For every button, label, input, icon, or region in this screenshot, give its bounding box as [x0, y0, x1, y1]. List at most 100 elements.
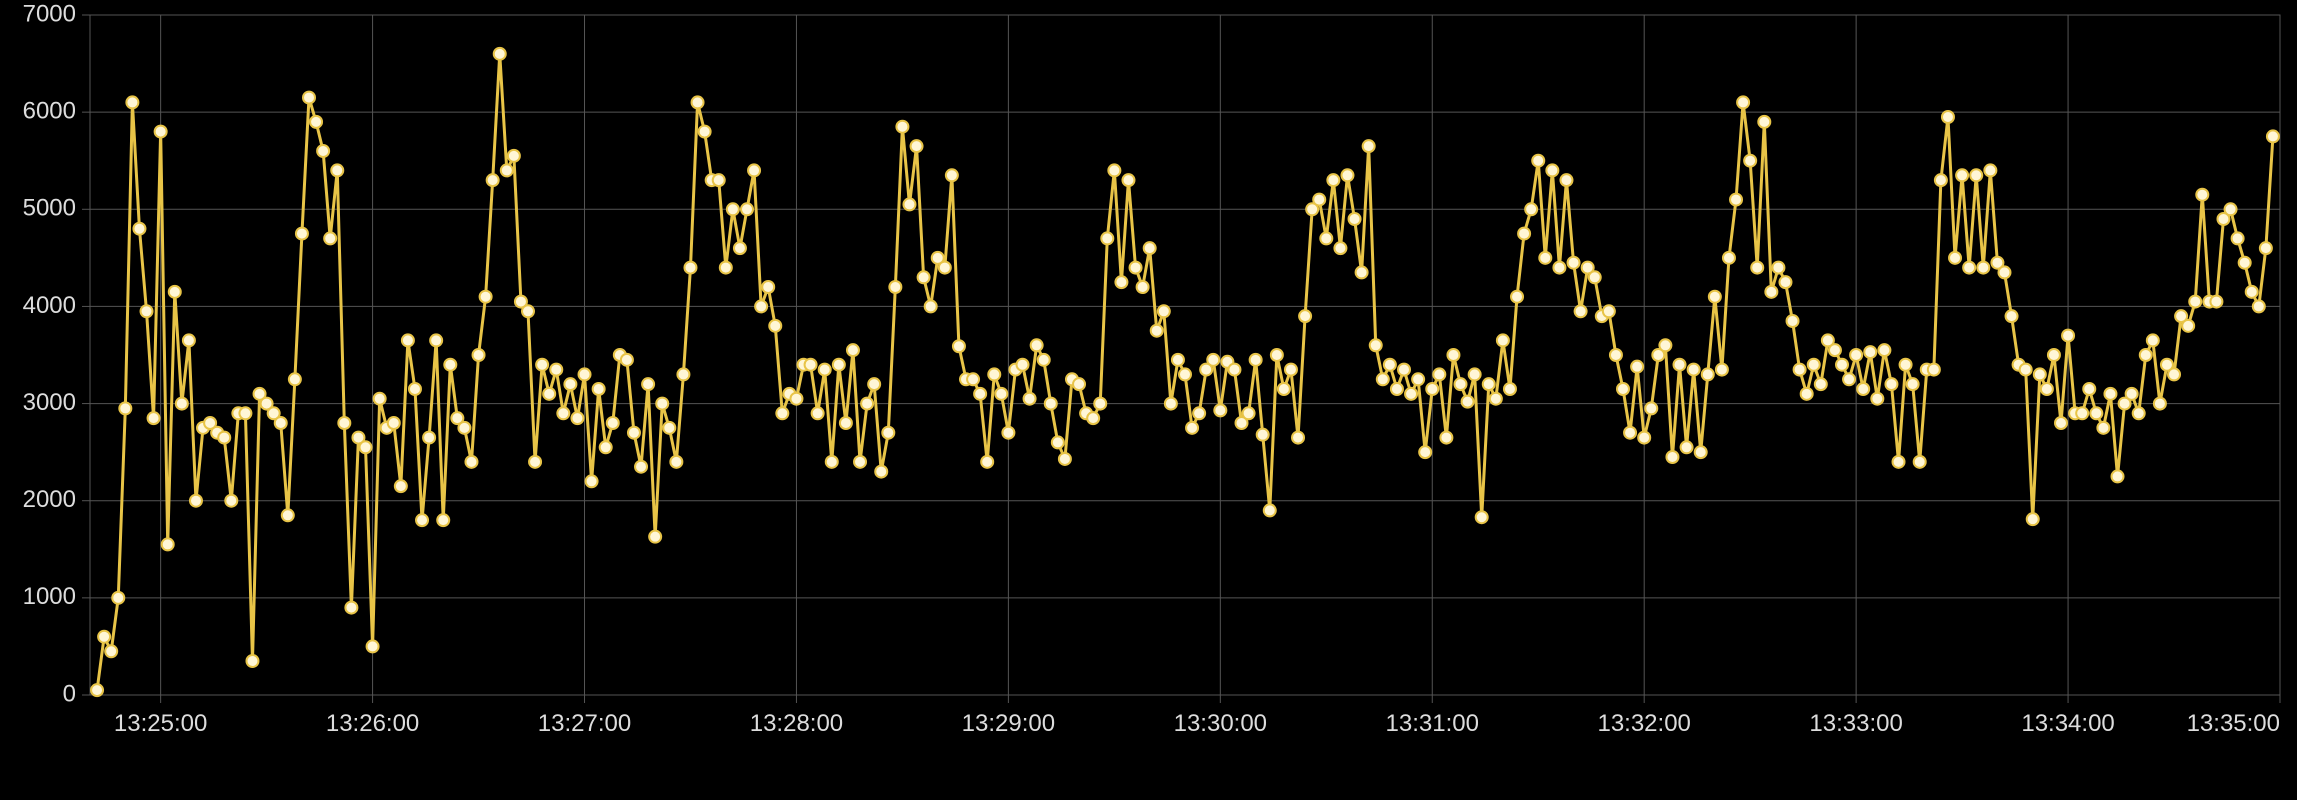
x-tick-label: 13:34:00: [2021, 710, 2114, 737]
data-point: [684, 262, 696, 274]
x-tick-label: 13:29:00: [962, 710, 1055, 737]
data-point: [635, 461, 647, 473]
data-point: [1871, 393, 1883, 405]
data-point: [1455, 378, 1467, 390]
data-point: [522, 305, 534, 317]
data-point: [1271, 349, 1283, 361]
data-point: [1447, 349, 1459, 361]
data-point: [854, 456, 866, 468]
data-point: [1843, 373, 1855, 385]
data-point: [1440, 432, 1452, 444]
data-point: [1278, 383, 1290, 395]
data-point: [1172, 354, 1184, 366]
data-point: [692, 96, 704, 108]
data-point: [1885, 378, 1897, 390]
data-point: [2076, 407, 2088, 419]
data-point: [550, 364, 562, 376]
data-point: [1942, 111, 1954, 123]
data-point: [508, 150, 520, 162]
data-point: [1313, 194, 1325, 206]
data-point: [494, 48, 506, 60]
data-point: [1532, 155, 1544, 167]
data-point: [91, 684, 103, 696]
data-point: [621, 354, 633, 366]
data-point: [911, 140, 923, 152]
data-point: [812, 407, 824, 419]
data-point: [2055, 417, 2067, 429]
data-point: [2267, 130, 2279, 142]
data-point: [338, 417, 350, 429]
data-point: [1059, 453, 1071, 465]
data-point: [409, 383, 421, 395]
data-point: [755, 300, 767, 312]
data-point: [1073, 378, 1085, 390]
data-point: [1108, 164, 1120, 176]
data-point: [776, 407, 788, 419]
data-point: [1327, 174, 1339, 186]
data-point: [903, 198, 915, 210]
data-point: [1264, 504, 1276, 516]
data-point: [1490, 393, 1502, 405]
data-point: [395, 480, 407, 492]
data-point: [1391, 383, 1403, 395]
data-point: [1935, 174, 1947, 186]
y-tick-label: 5000: [23, 195, 76, 222]
data-point: [1765, 286, 1777, 298]
data-point: [1285, 364, 1297, 376]
data-point: [98, 631, 110, 643]
data-point: [1893, 456, 1905, 468]
x-tick-label: 13:31:00: [1386, 710, 1479, 737]
data-point: [1243, 407, 1255, 419]
data-point: [939, 262, 951, 274]
data-point: [2225, 203, 2237, 215]
data-point: [324, 232, 336, 244]
data-point: [2147, 334, 2159, 346]
data-point: [1730, 194, 1742, 206]
data-point: [1511, 291, 1523, 303]
data-point: [1377, 373, 1389, 385]
x-tick-label: 13:33:00: [1809, 710, 1902, 737]
data-point: [303, 92, 315, 104]
data-point: [1087, 412, 1099, 424]
data-point: [289, 373, 301, 385]
data-point: [1575, 305, 1587, 317]
data-point: [1334, 242, 1346, 254]
data-point: [1666, 451, 1678, 463]
data-point: [162, 538, 174, 550]
data-point: [677, 368, 689, 380]
data-point: [713, 174, 725, 186]
data-point: [1341, 169, 1353, 181]
data-point: [1405, 388, 1417, 400]
data-point: [1878, 344, 1890, 356]
data-point: [1504, 383, 1516, 395]
data-point: [861, 398, 873, 410]
data-point: [2104, 388, 2116, 400]
data-point: [1186, 422, 1198, 434]
data-point: [2027, 513, 2039, 525]
data-point: [148, 412, 160, 424]
data-point: [402, 334, 414, 346]
data-point: [805, 359, 817, 371]
data-point: [734, 242, 746, 254]
data-point: [1970, 169, 1982, 181]
data-point: [155, 126, 167, 138]
data-point: [833, 359, 845, 371]
data-point: [473, 349, 485, 361]
data-point: [416, 514, 428, 526]
data-point: [1638, 432, 1650, 444]
data-point: [437, 514, 449, 526]
data-point: [176, 398, 188, 410]
data-point: [995, 388, 1007, 400]
data-point: [1702, 368, 1714, 380]
data-point: [564, 378, 576, 390]
data-point: [1476, 511, 1488, 523]
data-point: [2210, 296, 2222, 308]
y-tick-label: 2000: [23, 486, 76, 513]
data-point: [1426, 383, 1438, 395]
x-tick-label: 13:35:00: [2187, 710, 2280, 737]
data-point: [769, 320, 781, 332]
data-point: [1483, 378, 1495, 390]
data-point: [1370, 339, 1382, 351]
data-point: [2133, 407, 2145, 419]
data-point: [536, 359, 548, 371]
